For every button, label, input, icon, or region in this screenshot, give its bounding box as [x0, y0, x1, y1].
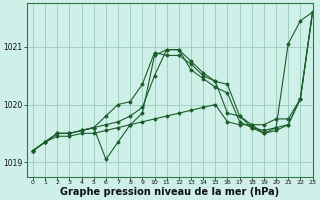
X-axis label: Graphe pression niveau de la mer (hPa): Graphe pression niveau de la mer (hPa) — [60, 187, 279, 197]
